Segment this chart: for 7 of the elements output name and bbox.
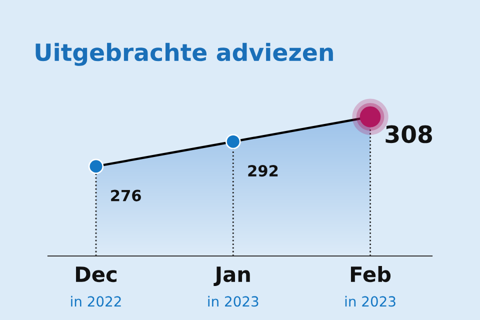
x-tick-label: Jan in 2023: [208, 266, 258, 307]
data-label: 292: [248, 165, 278, 177]
data-label: 276: [111, 190, 141, 202]
chart-title: Uitgebrachte adviezen: [36, 42, 333, 66]
x-tick-label: Feb in 2023: [345, 266, 396, 307]
x-tick-label: Dec in 2022: [71, 266, 121, 307]
data-label: 308: [386, 125, 432, 144]
